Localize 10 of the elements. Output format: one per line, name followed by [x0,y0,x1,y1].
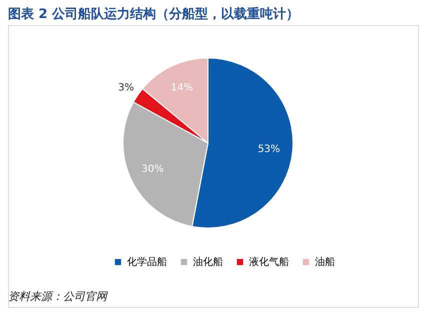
legend-label: 油船 [315,256,335,268]
data-label: 14% [170,82,194,94]
data-label: 53% [258,144,280,155]
legend-label: 液化气船 [249,256,289,268]
legend-label: 油化船 [193,256,223,268]
data-label: 3% [118,82,134,94]
data-label: 30% [142,164,164,176]
chart-title: 图表 2 公司船队运力结构（分船型，以载重吨计） [8,6,300,22]
legend-label: 化学品船 [127,256,167,268]
text: 资料来源：公司官网 [8,290,108,303]
